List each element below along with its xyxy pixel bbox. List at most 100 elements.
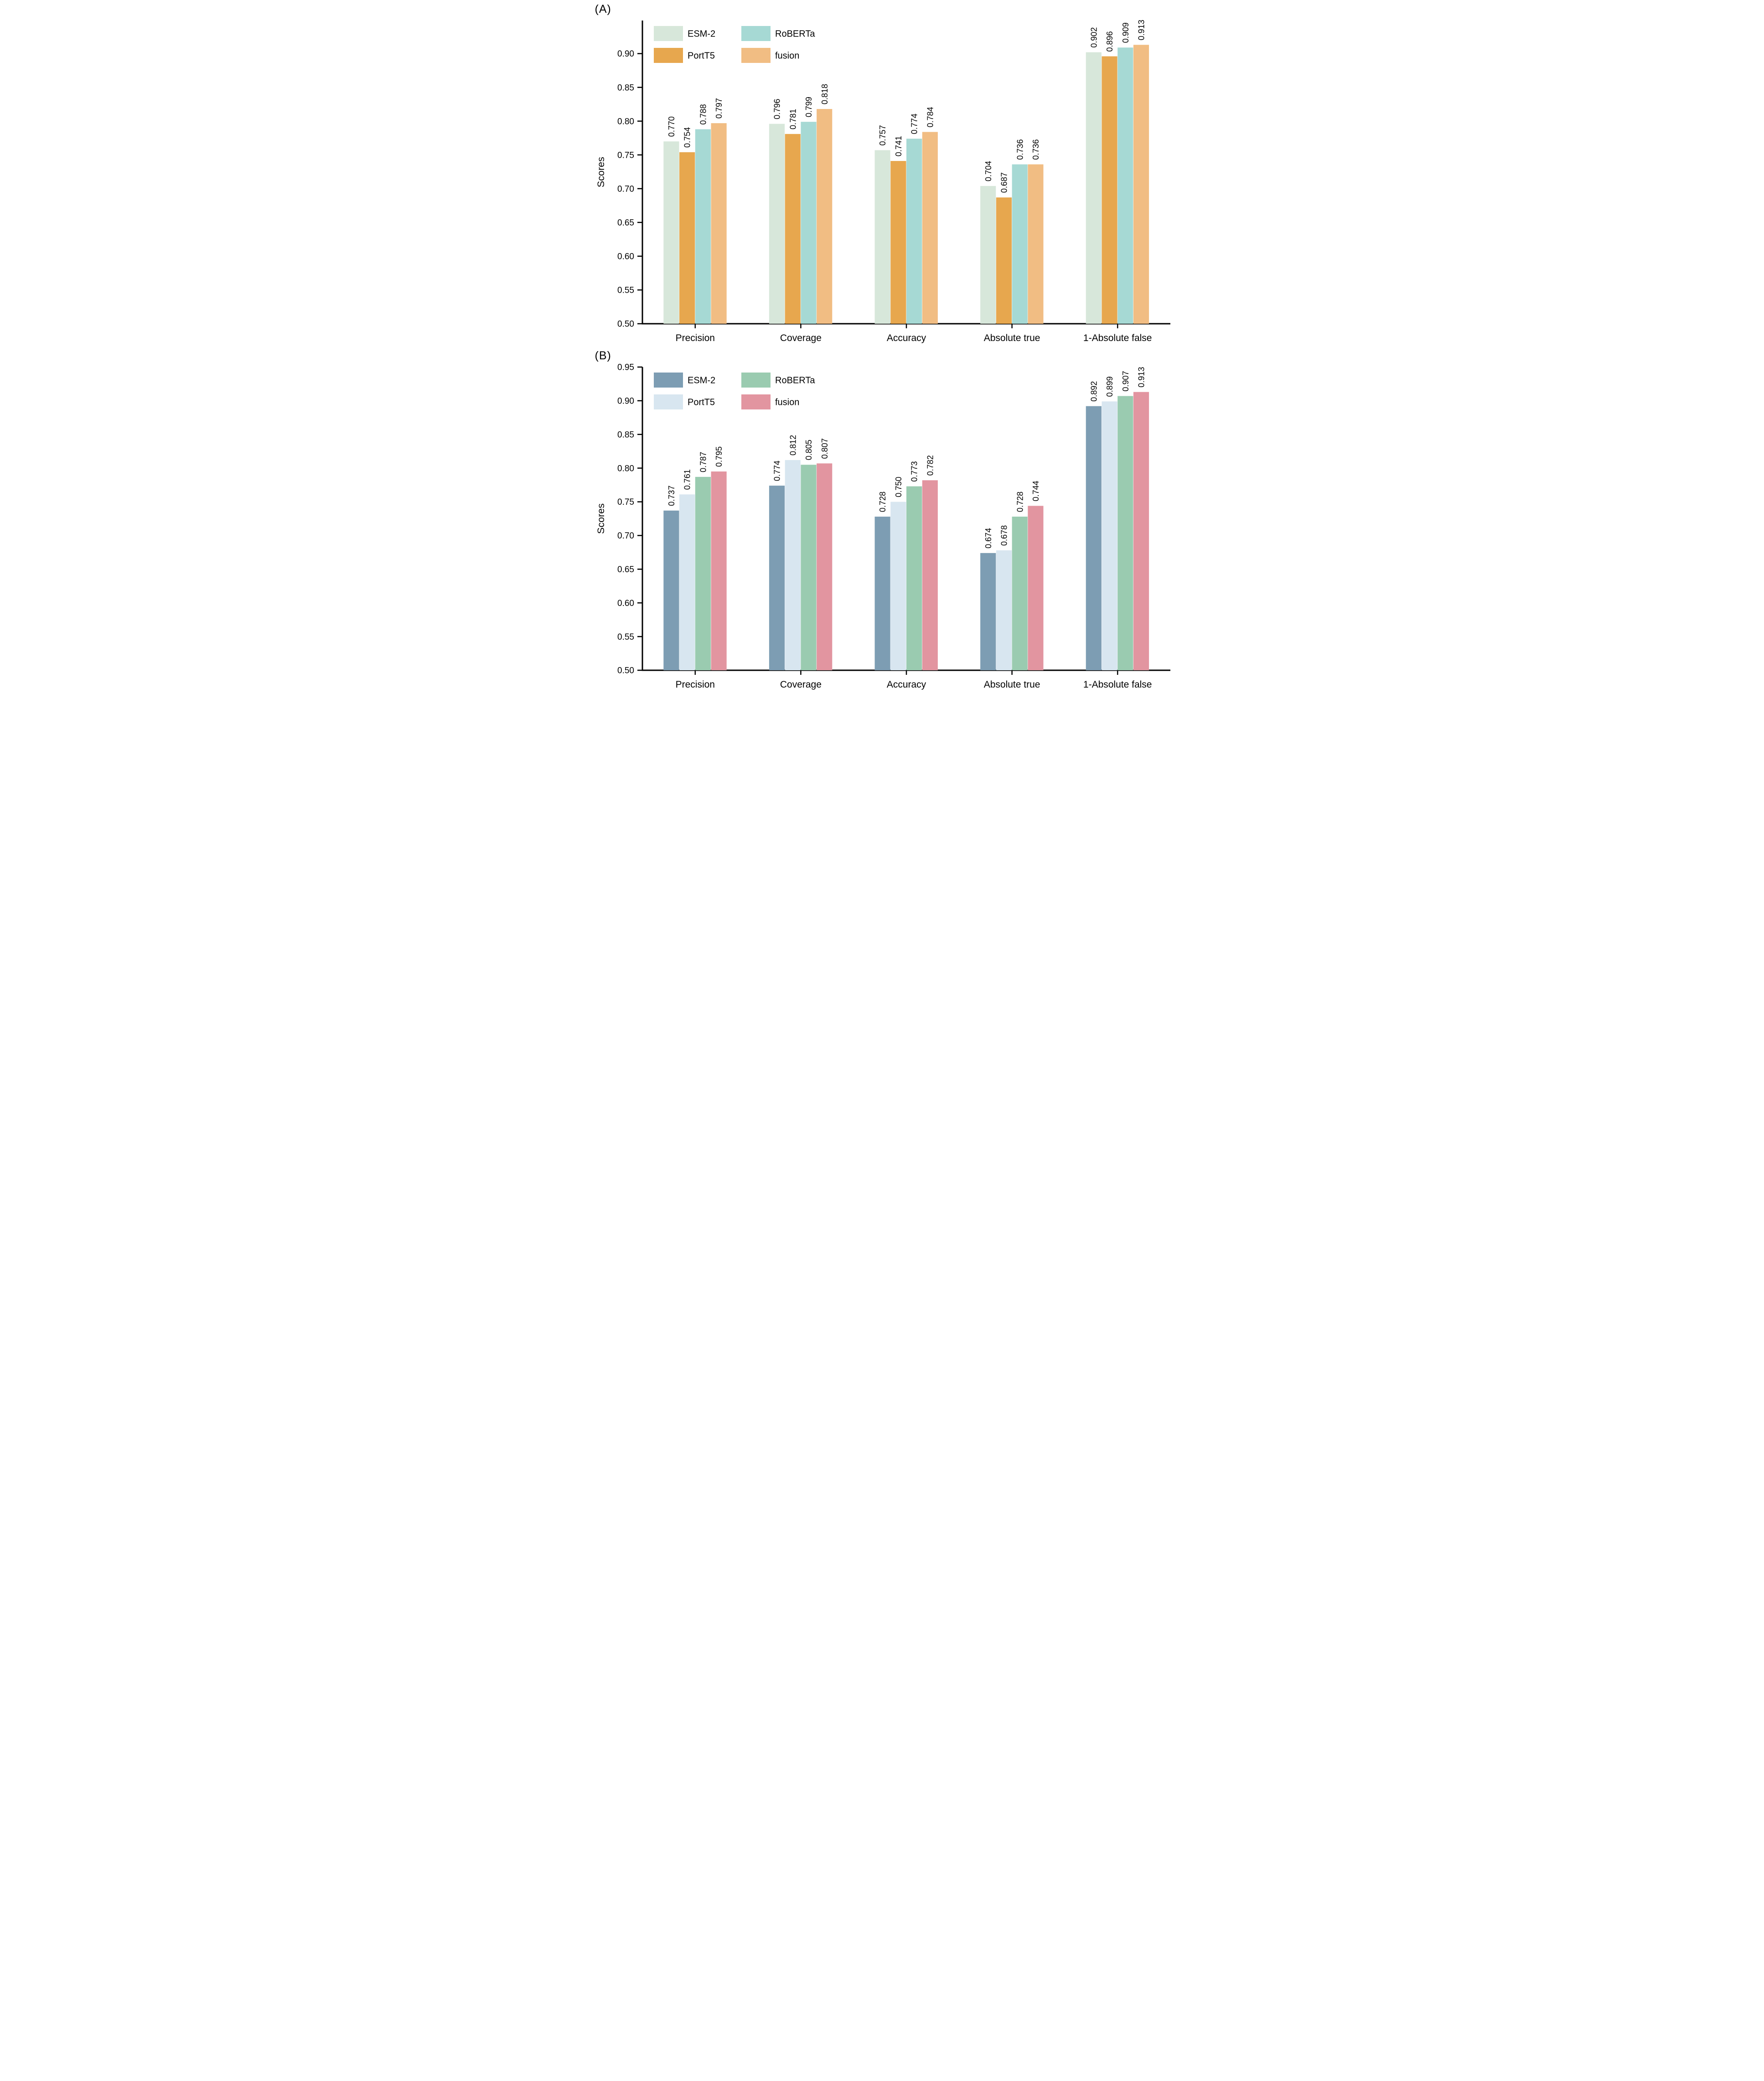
bar-esm-2-4 [980, 186, 996, 324]
bar-value-label: 0.744 [1031, 481, 1040, 501]
bar-roberta-5 [1117, 47, 1133, 324]
bar-value-label: 0.674 [983, 528, 993, 549]
bar-value-label: 0.678 [999, 525, 1009, 546]
y-tick-label: 0.50 [617, 320, 634, 329]
bar-roberta-2 [800, 465, 817, 670]
bar-value-label: 0.687 [999, 172, 1009, 193]
x-category-label: Precision [675, 333, 714, 343]
bar-esm-2-5 [1086, 406, 1102, 670]
bar-roberta-3 [906, 486, 922, 670]
x-category-label: Coverage [780, 333, 821, 343]
y-tick-label: 0.80 [617, 464, 634, 473]
legend-swatch-fusion [741, 394, 771, 409]
bar-portt5-3 [890, 502, 906, 670]
x-category-label: 1-Absolute false [1083, 679, 1152, 690]
y-tick-label: 0.70 [617, 184, 634, 194]
bar-group-1-absolute-false: 0.902 0.896 0.909 0.913 1-Absolute false [1083, 20, 1152, 343]
bar-portt5-1 [679, 494, 695, 670]
bar-value-label: 0.899 [1105, 376, 1114, 397]
legend-swatch-portt5 [653, 394, 683, 409]
bar-value-label: 0.774 [910, 114, 919, 134]
x-category-label: Accuracy [886, 333, 926, 343]
bar-esm-2-1 [663, 141, 679, 324]
bar-value-label: 0.892 [1089, 381, 1098, 402]
y-tick-label: 0.70 [617, 531, 634, 541]
bar-fusion-3 [922, 132, 938, 324]
y-tick-label: 0.85 [617, 430, 634, 440]
bar-esm-2-4 [980, 553, 996, 670]
axes: 0.50 0.55 0.60 0.65 0.70 0.75 0.80 0.85 0.90 [617, 21, 1170, 329]
bar-value-label: 0.788 [698, 104, 708, 124]
y-tick-label: 0.85 [617, 83, 634, 93]
bar-value-label: 0.913 [1137, 20, 1146, 40]
bar-esm-2-2 [769, 486, 785, 670]
y-tick-label: 0.80 [617, 117, 634, 126]
legend-label-esm-2: ESM-2 [688, 376, 715, 386]
panel-a-label: (A) [595, 3, 611, 16]
bar-value-label: 0.728 [1015, 492, 1024, 512]
bar-portt5-1 [679, 152, 695, 324]
bar-esm-2-2 [769, 124, 785, 324]
panel-b-label: (B) [595, 349, 611, 362]
legend-swatch-esm-2 [653, 373, 683, 388]
legend-swatch-portt5 [653, 48, 683, 63]
bar-value-label: 0.818 [820, 84, 829, 104]
x-category-label: Absolute true [983, 333, 1040, 343]
bar-value-label: 0.728 [878, 492, 887, 512]
bar-portt5-2 [785, 460, 801, 670]
y-tick-label: 0.55 [617, 286, 634, 295]
y-axis-title: Scores [595, 157, 606, 187]
bar-group-absolute-true: 0.704 0.687 0.736 0.736 Absolute true [980, 139, 1043, 343]
legend-label-portt5: PortT5 [688, 51, 715, 61]
bar-fusion-3 [922, 480, 938, 670]
bar-esm-2-3 [874, 517, 890, 670]
bar-value-label: 0.805 [804, 440, 813, 460]
bar-fusion-5 [1133, 392, 1149, 670]
bar-group-coverage: 0.774 0.812 0.805 0.807 Coverage [769, 435, 832, 690]
y-tick-label: 0.65 [617, 565, 634, 575]
bar-value-label: 0.757 [878, 125, 887, 145]
legend-swatch-roberta [741, 26, 771, 41]
bar-value-label: 0.736 [1015, 139, 1024, 160]
bar-group-accuracy: 0.728 0.750 0.773 0.782 Accuracy [874, 455, 938, 690]
figure: (A) 0.50 0.55 0.60 0.65 0.70 0.75 0.80 0.85 0.90… [590, 0, 1174, 693]
bar-portt5-4 [996, 197, 1012, 324]
bar-value-label: 0.796 [772, 99, 781, 119]
bar-value-label: 0.797 [714, 98, 724, 119]
y-tick-label: 0.95 [617, 363, 634, 373]
bar-value-label: 0.781 [788, 109, 797, 129]
bar-value-label: 0.907 [1121, 371, 1130, 391]
legend-swatch-fusion [741, 48, 771, 63]
bar-value-label: 0.774 [772, 461, 781, 481]
bar-fusion-4 [1027, 164, 1043, 324]
bar-value-label: 0.902 [1089, 27, 1098, 48]
legend: ESM-2 PortT5 RoBERTa fusion [653, 26, 815, 63]
legend: ESM-2 PortT5 RoBERTa fusion [653, 373, 815, 409]
bar-group-coverage: 0.796 0.781 0.799 0.818 Coverage [769, 84, 832, 343]
bar-value-label: 0.913 [1137, 367, 1146, 388]
bar-group-precision: 0.737 0.761 0.787 0.795 Precision [663, 446, 727, 690]
bar-value-label: 0.736 [1031, 139, 1040, 160]
x-category-label: 1-Absolute false [1083, 333, 1152, 343]
panel-b: (B) 0.50 0.55 0.60 0.65 0.70 0.75 0.80 0.85 0.90… [590, 347, 1174, 693]
bar-value-label: 0.754 [683, 127, 692, 148]
legend-label-roberta: RoBERTa [775, 376, 815, 386]
bar-value-label: 0.741 [894, 136, 903, 156]
bar-portt5-2 [785, 134, 801, 324]
bar-group-1-absolute-false: 0.892 0.899 0.907 0.913 1-Absolute false [1083, 367, 1152, 690]
bar-roberta-4 [1012, 164, 1028, 324]
bar-fusion-1 [711, 471, 727, 670]
bar-value-label: 0.704 [983, 161, 993, 181]
legend-label-esm-2: ESM-2 [688, 29, 715, 39]
bar-chart-a: 0.50 0.55 0.60 0.65 0.70 0.75 0.80 0.85 0.90 Scor… [595, 20, 1170, 343]
y-tick-label: 0.60 [617, 599, 634, 608]
bar-value-label: 0.795 [714, 446, 724, 467]
bar-value-label: 0.799 [804, 97, 813, 117]
y-tick-label: 0.60 [617, 252, 634, 262]
y-tick-label: 0.75 [617, 150, 634, 160]
legend-swatch-roberta [741, 373, 771, 388]
bar-value-label: 0.782 [926, 455, 935, 476]
bar-value-label: 0.812 [788, 435, 797, 456]
y-tick-label: 0.65 [617, 218, 634, 228]
bar-value-label: 0.773 [910, 461, 919, 482]
